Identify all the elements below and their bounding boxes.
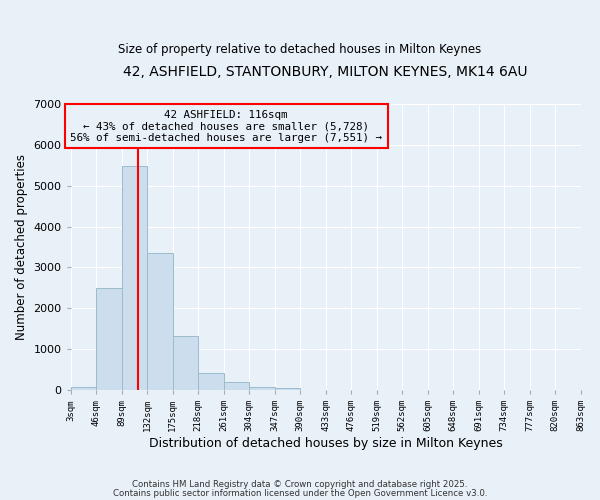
Bar [275, 388, 300, 390]
Bar [71, 387, 96, 390]
Text: Contains public sector information licensed under the Open Government Licence v3: Contains public sector information licen… [113, 488, 487, 498]
Title: 42, ASHFIELD, STANTONBURY, MILTON KEYNES, MK14 6AU: 42, ASHFIELD, STANTONBURY, MILTON KEYNES… [124, 65, 528, 79]
Bar [147, 253, 173, 390]
X-axis label: Distribution of detached houses by size in Milton Keynes: Distribution of detached houses by size … [149, 437, 502, 450]
Y-axis label: Number of detached properties: Number of detached properties [15, 154, 28, 340]
Bar [198, 373, 224, 390]
Bar [122, 166, 147, 390]
Text: 42 ASHFIELD: 116sqm
← 43% of detached houses are smaller (5,728)
56% of semi-det: 42 ASHFIELD: 116sqm ← 43% of detached ho… [70, 110, 382, 142]
Text: Size of property relative to detached houses in Milton Keynes: Size of property relative to detached ho… [118, 42, 482, 56]
Bar [173, 336, 198, 390]
Bar [224, 382, 249, 390]
Text: Contains HM Land Registry data © Crown copyright and database right 2025.: Contains HM Land Registry data © Crown c… [132, 480, 468, 489]
Bar [249, 387, 275, 390]
Bar [96, 288, 122, 390]
